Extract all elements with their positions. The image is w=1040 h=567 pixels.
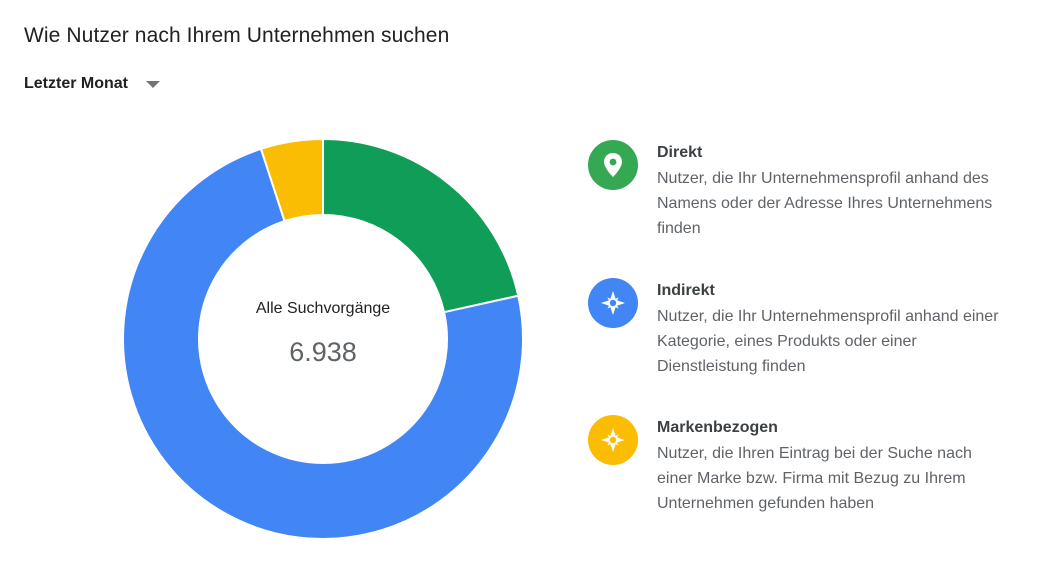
legend-desc-direct: Nutzer, die Ihr Unternehmensprofil anhan… xyxy=(657,170,993,237)
period-label: Letzter Monat xyxy=(24,75,128,92)
legend-item-indirect: Indirekt Nutzer, die Ihr Unternehmenspro… xyxy=(588,278,1028,379)
legend-item-branded: Markenbezogen Nutzer, die Ihren Eintrag … xyxy=(588,415,1028,516)
legend-title-indirect: Indirekt xyxy=(657,282,715,299)
caret-down-icon xyxy=(146,80,160,88)
center-value: 6.938 xyxy=(289,337,357,367)
legend: Direkt Nutzer, die Ihr Unternehmensprofi… xyxy=(588,140,1028,553)
location-pin-icon xyxy=(588,140,638,190)
slice-branded[interactable] xyxy=(259,137,324,223)
slice-indirect[interactable] xyxy=(122,147,524,540)
slice-direct[interactable] xyxy=(322,137,520,314)
period-dropdown[interactable]: Letzter Monat xyxy=(24,75,160,93)
legend-desc-branded: Nutzer, die Ihren Eintrag bei der Suche … xyxy=(657,445,972,512)
legend-title-direct: Direkt xyxy=(657,144,703,161)
legend-desc-indirect: Nutzer, die Ihr Unternehmensprofil anhan… xyxy=(657,308,999,375)
compass-icon xyxy=(588,278,638,328)
compass-icon xyxy=(588,415,638,465)
legend-title-branded: Markenbezogen xyxy=(657,419,778,436)
center-label: Alle Suchvorgänge xyxy=(255,300,391,317)
page-title: Wie Nutzer nach Ihrem Unternehmen suchen xyxy=(24,24,450,47)
legend-item-direct: Direkt Nutzer, die Ihr Unternehmensprofi… xyxy=(588,140,1028,241)
